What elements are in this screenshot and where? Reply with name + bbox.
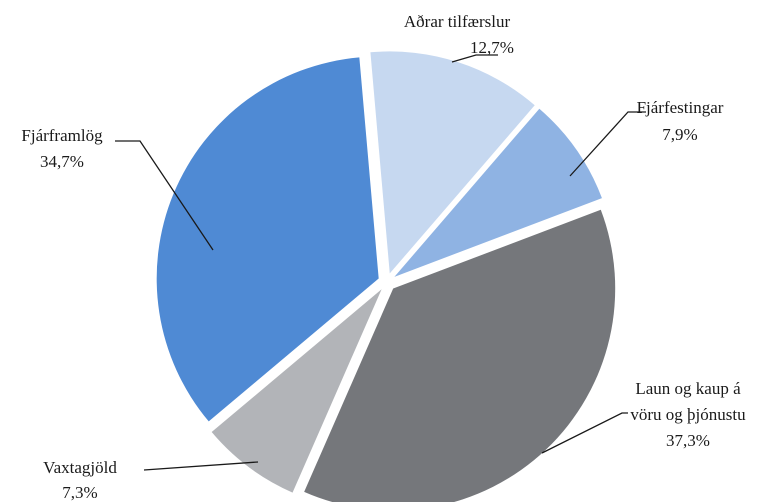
slice-value-fjarfestingar: 7,9%	[662, 125, 697, 144]
pie-slice-vaxtagjold	[211, 289, 382, 493]
leader-line-adrar-tilfaerslur	[451, 54, 498, 63]
slice-label-adrar-tilfaerslur: Aðrar tilfærslur	[404, 12, 511, 31]
pie-slice-laun	[304, 209, 616, 502]
slice-label-fjarfestingar: Fjárfestingar	[637, 98, 724, 117]
leader-line-vaxtagjold	[143, 461, 259, 471]
leader-line-fjarfestingar	[569, 111, 646, 177]
slice-value-adrar-tilfaerslur: 12,7%	[470, 38, 514, 57]
slice-label-laun-line1: Laun og kaup á	[635, 379, 741, 398]
leader-line-fjarframlog	[115, 140, 214, 251]
pie-slice-adrar-tilfaerslur	[370, 51, 535, 274]
slice-value-laun: 37,3%	[666, 431, 710, 450]
leader-line-laun	[541, 412, 628, 454]
slice-label-laun-line2: vöru og þjónustu	[630, 405, 746, 424]
slice-value-vaxtagjold: 7,3%	[62, 483, 97, 502]
slice-value-fjarframlog: 34,7%	[40, 152, 84, 171]
slice-label-fjarframlog: Fjárframlög	[21, 126, 103, 145]
pie-slice-fjarfestingar	[394, 108, 602, 277]
slice-label-vaxtagjold: Vaxtagjöld	[43, 458, 117, 477]
pie-slice-fjarframlog	[156, 57, 379, 422]
